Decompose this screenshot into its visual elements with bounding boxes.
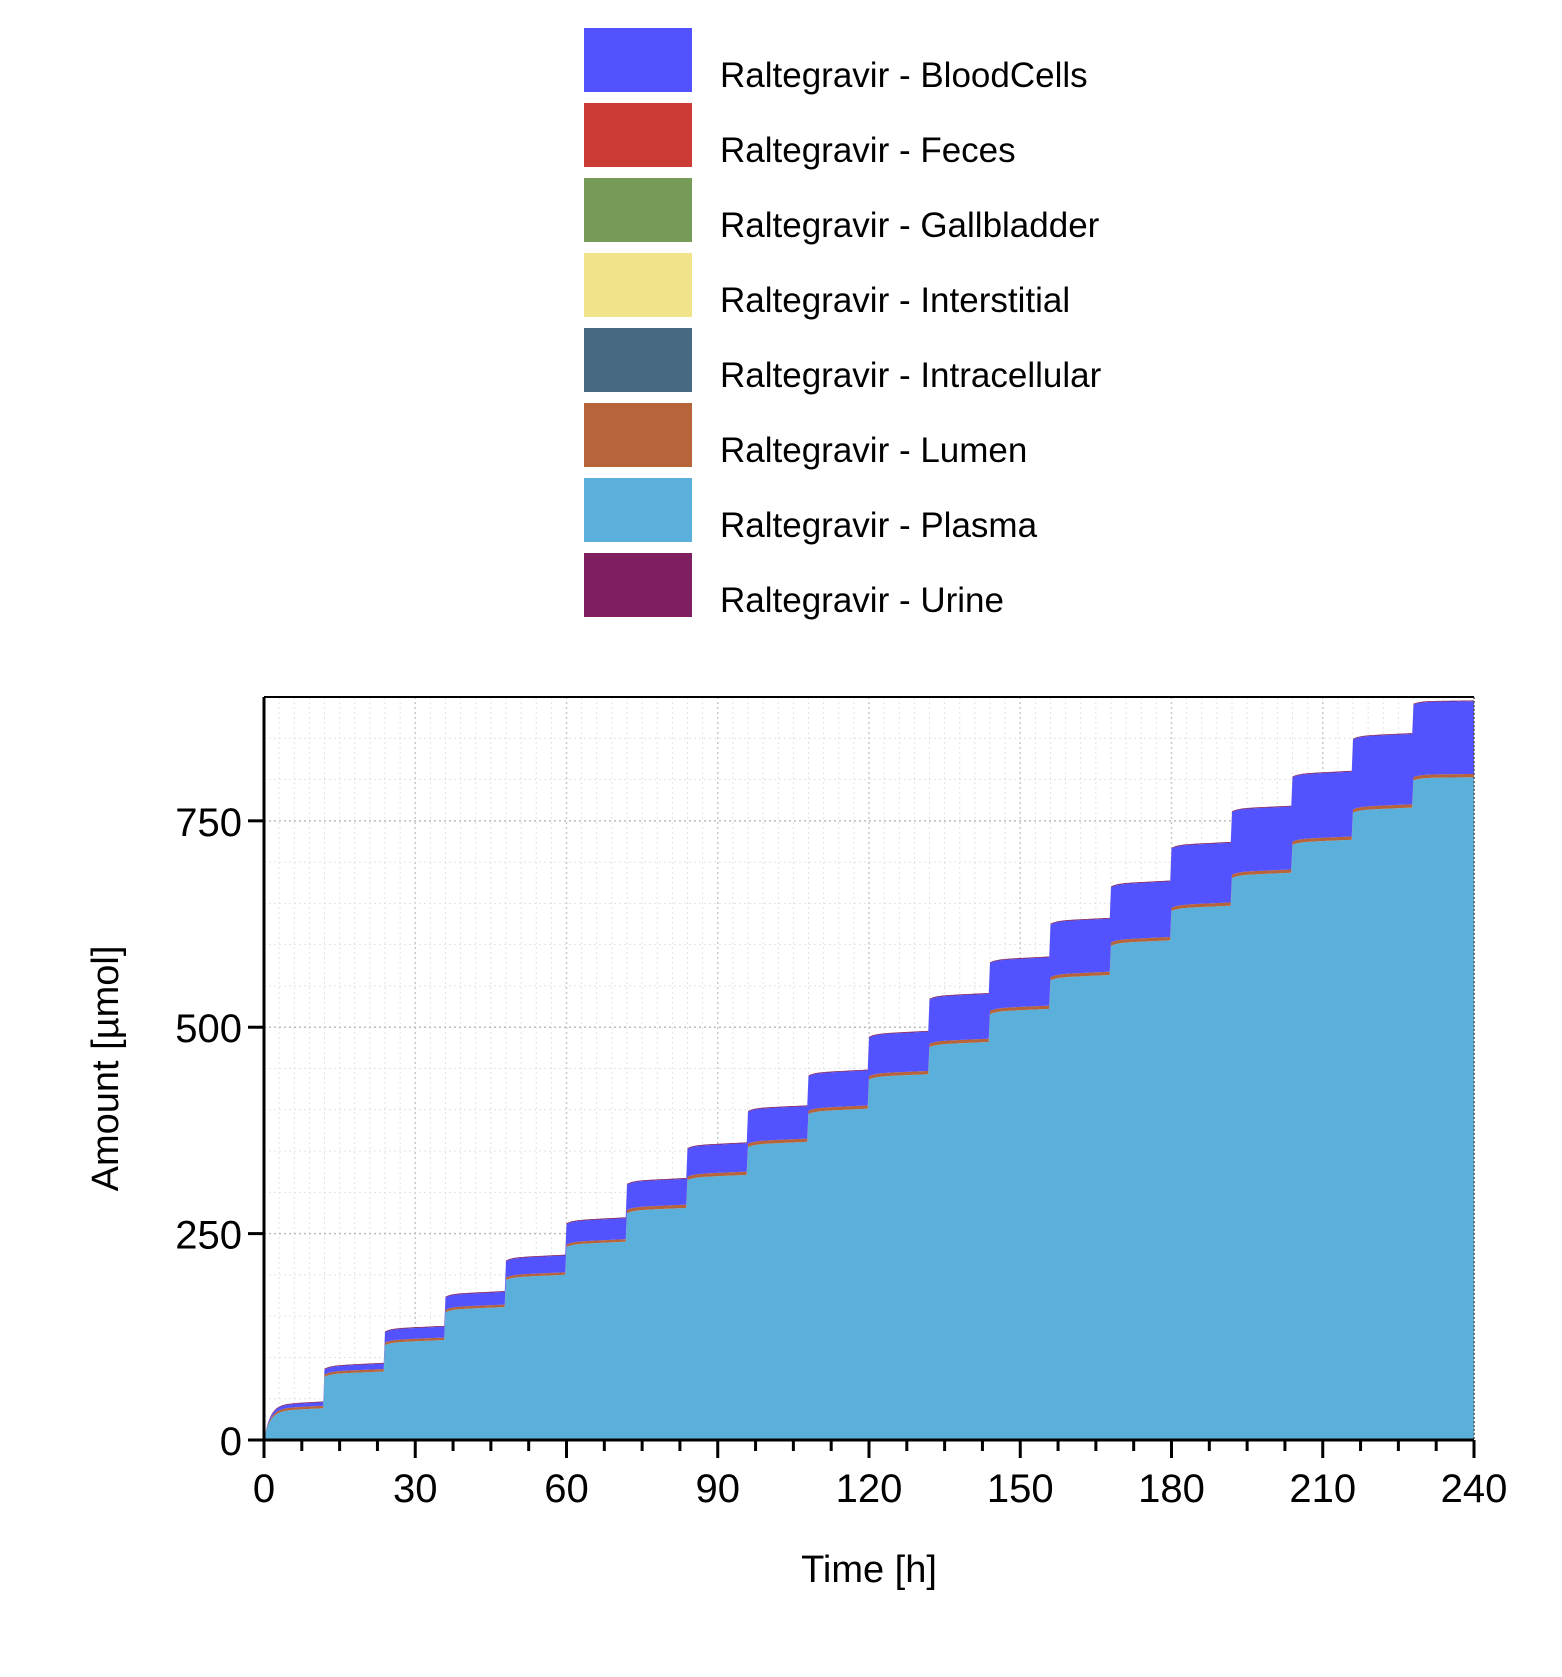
y-tick-label: 250 <box>175 1214 242 1258</box>
x-tick-label: 60 <box>544 1467 589 1511</box>
x-tick-label: 0 <box>253 1467 275 1511</box>
legend-label-intracellular: Raltegravir - Intracellular <box>720 356 1102 395</box>
y-tick-label: 500 <box>175 1007 242 1051</box>
legend-label-urine: Raltegravir - Urine <box>720 581 1004 620</box>
legend-item-bloodcells: Raltegravir - BloodCells <box>584 28 1284 95</box>
legend-item-interstitial: Raltegravir - Interstitial <box>584 253 1284 320</box>
legend-swatch-gallbladder <box>584 178 692 242</box>
legend-label-plasma: Raltegravir - Plasma <box>720 506 1038 545</box>
legend-item-urine: Raltegravir - Urine <box>584 553 1284 620</box>
legend-item-intracellular: Raltegravir - Intracellular <box>584 328 1284 395</box>
x-tick-label: 30 <box>393 1467 438 1511</box>
legend-swatch-lumen <box>584 403 692 467</box>
area-series-bloodcells <box>264 701 1474 1440</box>
legend-item-gallbladder: Raltegravir - Gallbladder <box>584 178 1284 245</box>
x-tick-label: 210 <box>1289 1467 1356 1511</box>
legend-swatch-intracellular <box>584 328 692 392</box>
legend-label-lumen: Raltegravir - Lumen <box>720 431 1028 470</box>
x-tick-label: 240 <box>1441 1467 1508 1511</box>
y-axis-title: Amount [µmol] <box>85 946 127 1192</box>
legend-swatch-feces <box>584 103 692 167</box>
legend-label-bloodcells: Raltegravir - BloodCells <box>720 56 1088 95</box>
x-tick-label: 120 <box>836 1467 903 1511</box>
area-series-plasma <box>264 777 1474 1440</box>
legend-swatch-urine <box>584 553 692 617</box>
legend-item-plasma: Raltegravir - Plasma <box>584 478 1284 545</box>
legend-label-feces: Raltegravir - Feces <box>720 131 1016 170</box>
legend-swatch-bloodcells <box>584 28 692 92</box>
legend-swatch-plasma <box>584 478 692 542</box>
legend-label-gallbladder: Raltegravir - Gallbladder <box>720 206 1100 245</box>
legend-item-lumen: Raltegravir - Lumen <box>584 403 1284 470</box>
stacked-areas <box>264 700 1474 1440</box>
x-tick-label: 150 <box>987 1467 1054 1511</box>
x-tick-label: 90 <box>696 1467 741 1511</box>
axes: 0 30 60 90 120 150 180 210 240 0 250 500 750 <box>175 696 1508 1511</box>
x-axis-title: Time [h] <box>801 1549 937 1591</box>
legend-item-feces: Raltegravir - Feces <box>584 103 1284 170</box>
y-tick-label: 750 <box>175 801 242 845</box>
x-tick-label: 180 <box>1138 1467 1205 1511</box>
legend-label-interstitial: Raltegravir - Interstitial <box>720 281 1071 320</box>
legend-swatch-interstitial <box>584 253 692 317</box>
y-tick-label: 0 <box>220 1420 242 1464</box>
